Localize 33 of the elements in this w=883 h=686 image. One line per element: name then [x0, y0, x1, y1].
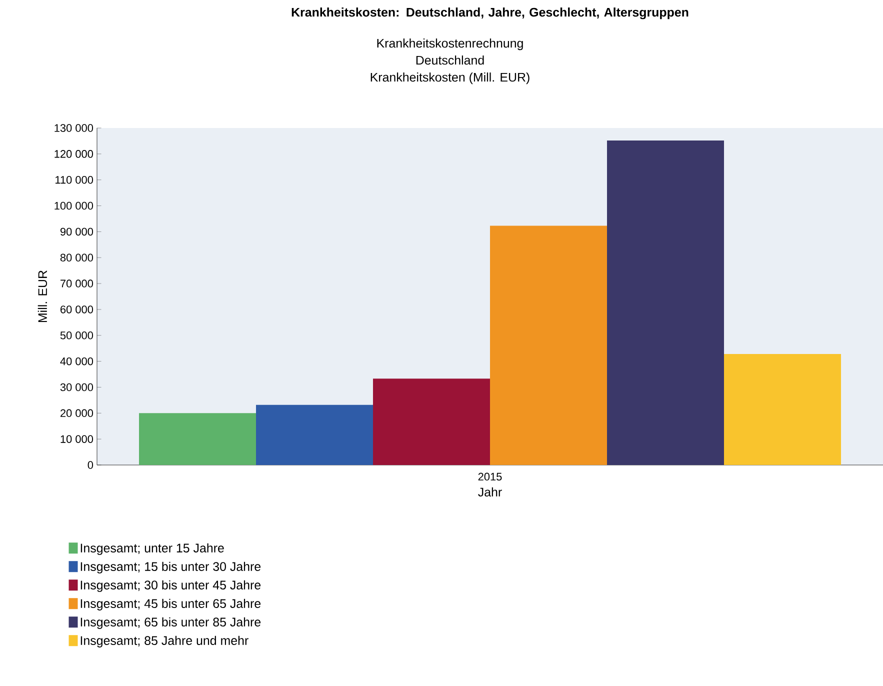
y-tick-label: 90 000	[60, 228, 94, 236]
y-tick-label: 60 000	[60, 306, 94, 314]
y-tick-label: 80 000	[60, 254, 94, 262]
text: Krankheitskosten (Mill. EUR)	[370, 72, 530, 84]
y-tick-label: 70 000	[60, 280, 94, 288]
legend-label: Insgesamt; unter 15 Jahre	[80, 543, 224, 555]
legend-label: Insgesamt; 85 Jahre und mehr	[80, 636, 248, 648]
y-tick-label: 40 000	[60, 357, 94, 366]
y-tick-label: 100 000	[54, 202, 94, 210]
chart-subtitle: Krankheitskostenrechnung	[377, 38, 523, 50]
bar	[139, 413, 256, 465]
legend-label: Insgesamt; 45 bis unter 65 Jahre	[80, 598, 261, 610]
y-tick-label: 110 000	[56, 176, 94, 184]
legend-label: Insgesamt; 65 bis unter 85 Jahre	[80, 617, 261, 629]
y-tick-label: 130 000	[54, 124, 94, 132]
bar	[607, 140, 724, 465]
text: Deutschland	[416, 56, 484, 65]
y-tick-label: 20 000	[60, 409, 94, 418]
y-tick-label: 120 000	[54, 150, 94, 158]
y-tick-label: 0	[88, 461, 94, 469]
bar	[256, 404, 373, 465]
bar	[490, 226, 608, 465]
x-axis-title: Jahr	[478, 487, 502, 497]
y-tick-label: 30 000	[60, 383, 94, 392]
bar	[373, 378, 490, 465]
y-tick-label: 50 000	[60, 332, 94, 340]
y-tick-label: 10 000	[60, 435, 94, 443]
x-tick-label: 2015	[478, 472, 502, 481]
y-axis-title: Mill. EUR	[38, 270, 48, 322]
chart-title: Krankheitskosten: Deutschland, Jahre, Geschlecht, Altersgruppen	[292, 8, 688, 20]
legend-label: Insgesamt; 30 bis unter 45 Jahre	[80, 580, 261, 592]
bar	[724, 354, 842, 465]
legend-label: Insgesamt; 15 bis unter 30 Jahre	[80, 562, 261, 574]
